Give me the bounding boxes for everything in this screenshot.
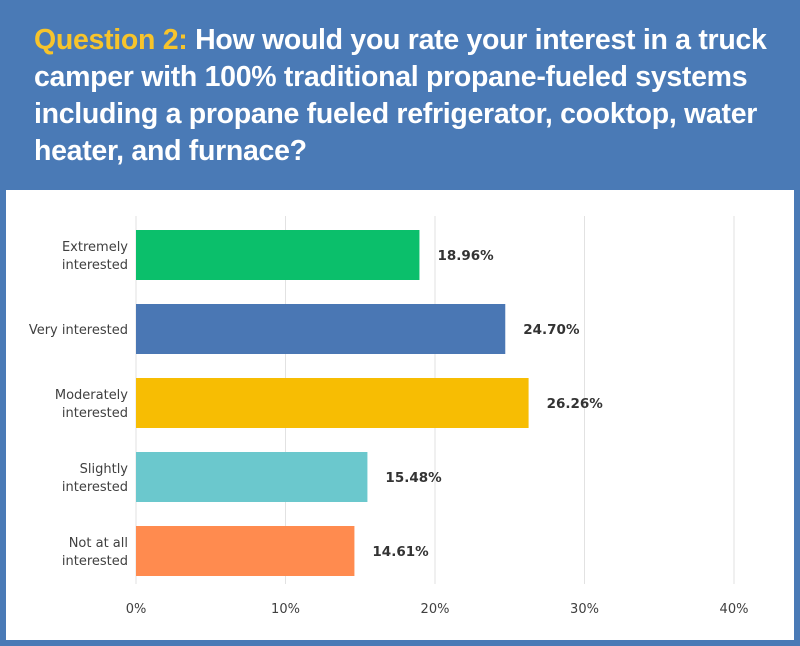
bar: [136, 378, 529, 428]
category-label: interested: [62, 480, 128, 495]
x-tick-label: 0%: [126, 602, 147, 617]
question-label: Question 2:: [34, 24, 188, 56]
chart-panel: 0% 10% 20% 30% 40% Extremely interested 18.96% V…: [6, 190, 794, 640]
x-tick-label: 20%: [421, 602, 450, 617]
x-tick-label: 40%: [720, 602, 749, 617]
category-label: Moderately: [55, 388, 128, 403]
value-label: 24.70%: [523, 322, 580, 338]
bar-chart: 0% 10% 20% 30% 40% Extremely interested 18.96% V…: [29, 216, 749, 617]
category-label: Very interested: [29, 323, 128, 338]
x-tick-label: 10%: [271, 602, 300, 617]
category-label: interested: [62, 406, 128, 421]
bar: [136, 452, 368, 502]
category-label: Not at all: [69, 536, 128, 551]
value-label: 18.96%: [437, 248, 494, 264]
value-label: 15.48%: [385, 470, 442, 486]
bar: [136, 230, 420, 280]
bar: [136, 304, 506, 354]
question-title: Question 2: How would you rate your inte…: [34, 22, 774, 170]
category-label: interested: [62, 258, 128, 273]
value-label: 14.61%: [372, 544, 429, 560]
header-banner: Question 2: How would you rate your inte…: [0, 0, 800, 190]
category-label: Extremely: [62, 240, 128, 255]
question-text: How would you rate your interest in a tr…: [34, 24, 767, 167]
x-tick-label: 30%: [570, 602, 599, 617]
category-label: Slightly: [80, 462, 129, 477]
value-label: 26.26%: [547, 396, 604, 412]
category-label: interested: [62, 554, 128, 569]
bar: [136, 526, 355, 576]
